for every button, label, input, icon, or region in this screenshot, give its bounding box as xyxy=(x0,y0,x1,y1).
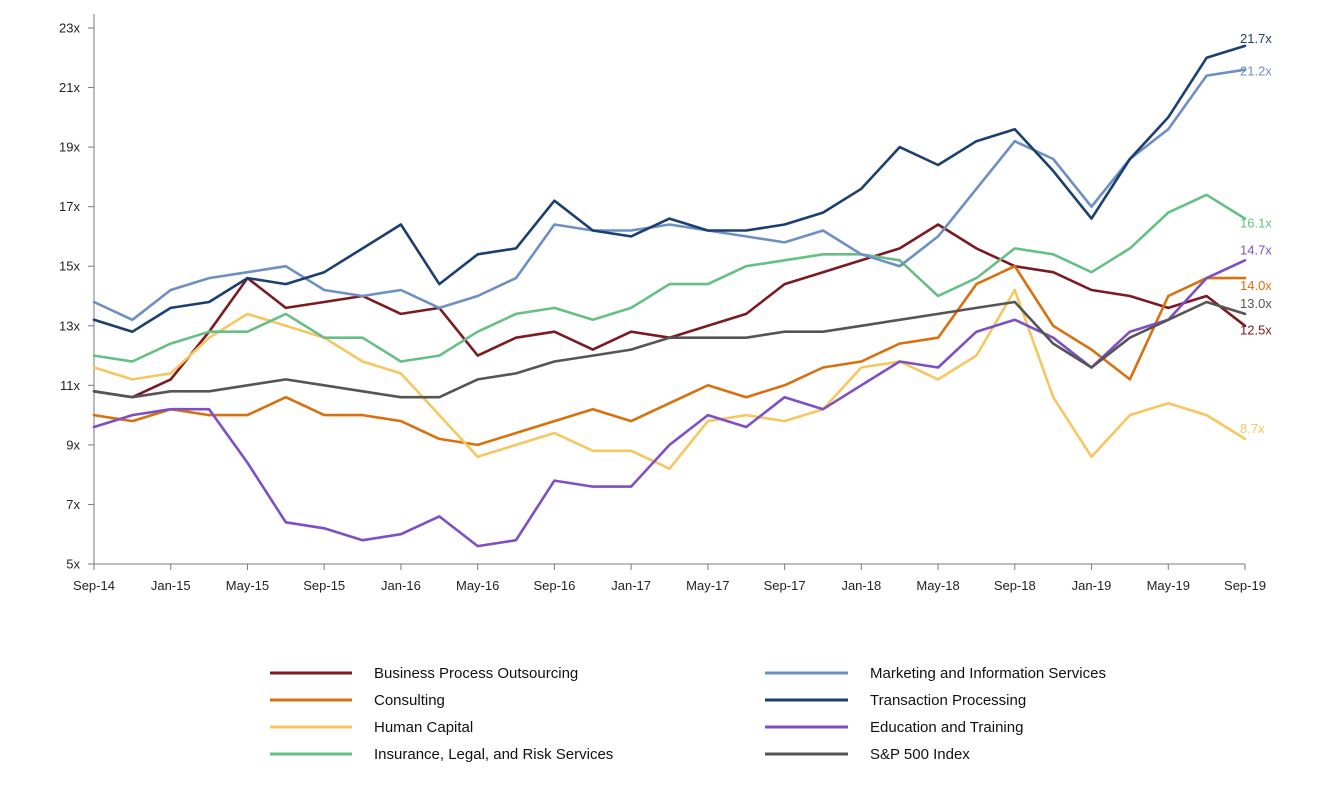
series-line-sandp-500-index xyxy=(92,300,1247,399)
x-tick-label: Sep-15 xyxy=(303,578,345,593)
axes: 5x 7x 9x 11x 13x 15x 17x 19x 21x 23x Sep-14 Jan-15 M… xyxy=(59,14,1266,593)
series-line-human-capital xyxy=(92,288,1247,471)
end-label-education-and-training: 14.7x xyxy=(1240,242,1272,257)
end-label-human-capital: 8.7x xyxy=(1240,421,1265,436)
x-tick-label: Jan-15 xyxy=(151,578,191,593)
x-tick-label: May-17 xyxy=(686,578,729,593)
x-tick-label: Jan-18 xyxy=(841,578,881,593)
y-tick-label: 11x xyxy=(60,378,80,393)
y-tick-label: 15x xyxy=(59,259,80,274)
legend-label-marketing-and-information-services: Marketing and Information Services xyxy=(870,665,1106,682)
series-line-business-process-outsourcing xyxy=(92,223,1247,399)
end-label-transaction-processing: 21.7x xyxy=(1240,31,1272,46)
x-tick-label: May-15 xyxy=(226,578,269,593)
series-line-consulting xyxy=(92,264,1247,447)
x-tick-label: Sep-17 xyxy=(764,578,806,593)
end-label-marketing-and-information-services: 21.2x xyxy=(1240,64,1272,79)
y-tick-label: 19x xyxy=(59,140,80,155)
legend-label-sandp-500-index: S&P 500 Index xyxy=(870,746,970,763)
y-tick-label: 21x xyxy=(59,80,80,95)
y-tick-label: 5x xyxy=(66,557,80,572)
end-label-insurance-legal-and-risk-services: 16.1x xyxy=(1240,215,1272,230)
series-lines xyxy=(92,44,1247,548)
y-tick-label: 7x xyxy=(66,497,80,512)
end-label-business-process-outsourcing: 12.5x xyxy=(1240,323,1272,338)
series-line-marketing-and-information-services xyxy=(92,68,1247,322)
legend-label-transaction-processing: Transaction Processing xyxy=(870,692,1026,709)
y-tick-label: 17x xyxy=(59,199,80,214)
x-tick-label: May-19 xyxy=(1147,578,1190,593)
y-tick-label: 9x xyxy=(66,437,80,452)
x-tick-label: Sep-16 xyxy=(533,578,575,593)
x-tick-label: Sep-14 xyxy=(73,578,115,593)
x-tick-label: May-16 xyxy=(456,578,499,593)
x-tick-label: Sep-18 xyxy=(994,578,1036,593)
legend: Business Process Outsourcing Consulting Hu… xyxy=(270,665,1106,763)
end-labels: 12.5x 14.0x 8.7x 16.1x 21.2x 21.7x 14.7x 13.0x xyxy=(1240,31,1272,436)
legend-label-insurance-legal-and-risk-services: Insurance, Legal, and Risk Services xyxy=(374,746,613,763)
x-tick-label: Jan-16 xyxy=(381,578,421,593)
series-line-education-and-training xyxy=(92,258,1247,548)
series-line-transaction-processing xyxy=(92,44,1247,334)
x-tick-label: Jan-17 xyxy=(611,578,651,593)
x-tick-label: Sep-19 xyxy=(1224,578,1266,593)
y-tick-label: 23x xyxy=(59,21,80,36)
y-tick-label: 13x xyxy=(59,318,80,333)
legend-label-business-process-outsourcing: Business Process Outsourcing xyxy=(374,665,578,682)
end-label-sandp-500-index: 13.0x xyxy=(1240,296,1272,311)
series-line-insurance-legal-and-risk-services xyxy=(92,193,1247,363)
x-tick-label: Jan-19 xyxy=(1072,578,1112,593)
legend-label-education-and-training: Education and Training xyxy=(870,719,1023,736)
x-tick-label: May-18 xyxy=(916,578,959,593)
legend-label-human-capital: Human Capital xyxy=(374,719,473,736)
legend-label-consulting: Consulting xyxy=(374,692,445,709)
end-label-consulting: 14.0x xyxy=(1240,278,1272,293)
